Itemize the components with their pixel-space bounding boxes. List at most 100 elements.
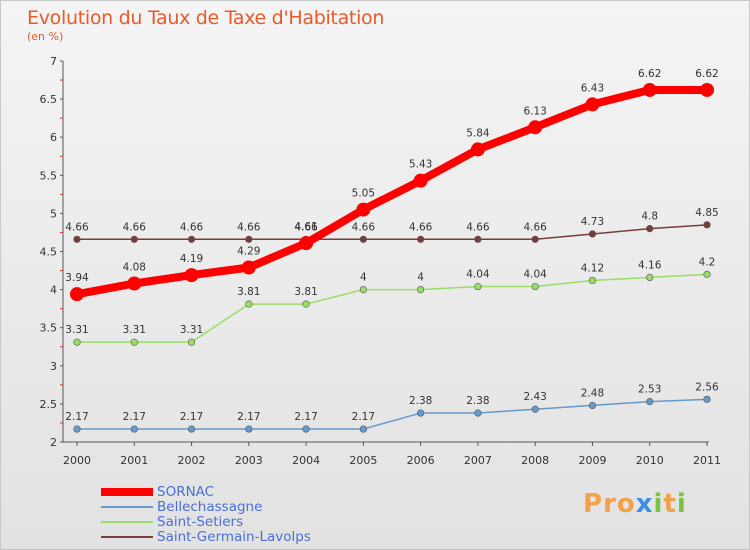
data-point-sornac (184, 268, 199, 283)
data-label-bellechassagne: 2.48 (581, 387, 604, 399)
data-label-saint-germain-lavolps: 4.8 (641, 211, 658, 223)
y-tick-label: 6 (50, 131, 57, 144)
data-point-saint-setiers (245, 300, 253, 308)
data-label-saint-setiers: 4.2 (699, 256, 716, 268)
legend-label: Saint-Setiers (157, 514, 244, 530)
x-tick-label: 2010 (636, 454, 664, 467)
data-point-bellechassagne (73, 425, 81, 433)
data-point-bellechassagne (130, 425, 138, 433)
legend-label: Bellechassagne (157, 499, 263, 515)
data-label-saint-setiers: 3.31 (180, 324, 203, 336)
y-tick-label: 5 (50, 207, 57, 220)
y-tick-label: 3.5 (40, 322, 58, 335)
data-label-saint-germain-lavolps: 4.66 (237, 221, 261, 233)
data-point-sornac (700, 82, 714, 97)
x-tick-label: 2000 (63, 454, 91, 467)
data-label-saint-setiers: 3.81 (237, 286, 260, 298)
y-tick-label: 4.5 (40, 246, 58, 259)
data-label-saint-setiers: 3.31 (123, 324, 146, 336)
y-tick-label: 4 (50, 284, 57, 297)
y-tick-label: 7 (50, 55, 57, 68)
data-label-saint-germain-lavolps: 4.66 (65, 221, 89, 233)
x-tick-label: 2008 (521, 454, 549, 467)
data-label-sornac: 4.29 (237, 246, 260, 258)
data-label-saint-germain-lavolps: 4.66 (294, 221, 318, 233)
data-point-saint-germain-lavolps (531, 235, 539, 243)
series-line-bellechassagne (76, 398, 708, 430)
data-label-saint-setiers: 4.16 (638, 259, 662, 271)
data-label-saint-germain-lavolps: 4.66 (180, 221, 204, 233)
data-label-bellechassagne: 2.17 (123, 411, 146, 423)
data-label-bellechassagne: 2.53 (638, 384, 661, 396)
data-point-sornac (470, 142, 485, 157)
data-point-sornac (241, 260, 256, 275)
data-point-saint-setiers (646, 273, 654, 282)
legend-swatch (101, 536, 153, 538)
y-tick-label: 5.5 (40, 169, 58, 182)
data-label-saint-germain-lavolps: 4.66 (523, 221, 547, 233)
proxiti-logo: Proxiti (583, 489, 687, 519)
data-label-sornac: 6.13 (523, 105, 546, 117)
data-point-saint-setiers (73, 338, 81, 346)
data-point-bellechassagne (646, 398, 654, 406)
data-label-bellechassagne: 2.17 (237, 411, 260, 423)
data-label-saint-germain-lavolps: 4.85 (695, 207, 718, 219)
x-tick-label: 2006 (407, 454, 435, 467)
data-label-saint-germain-lavolps: 4.66 (466, 221, 490, 233)
legend-label: SORNAC (157, 484, 215, 500)
x-tick-label: 2011 (693, 454, 721, 467)
data-point-saint-germain-lavolps (417, 235, 425, 243)
y-tick-label: 2.5 (40, 398, 58, 411)
data-label-sornac: 4.19 (180, 253, 203, 265)
data-label-saint-germain-lavolps: 4.66 (123, 221, 147, 233)
data-label-sornac: 6.62 (695, 68, 718, 80)
data-point-saint-setiers (474, 282, 482, 291)
data-point-saint-setiers (531, 282, 539, 291)
data-label-sornac: 6.62 (638, 68, 661, 80)
data-point-saint-setiers (417, 286, 425, 294)
data-label-saint-germain-lavolps: 4.66 (352, 221, 376, 233)
data-point-sornac (356, 202, 371, 217)
data-point-saint-germain-lavolps (73, 235, 81, 243)
data-point-saint-setiers (588, 276, 597, 285)
data-label-bellechassagne: 2.38 (409, 395, 432, 407)
data-point-sornac (413, 173, 428, 188)
data-point-sornac (528, 120, 543, 135)
data-label-sornac: 5.43 (409, 159, 432, 171)
data-label-bellechassagne: 2.17 (180, 411, 203, 423)
data-point-saint-germain-lavolps (474, 235, 482, 243)
x-tick-label: 2005 (349, 454, 377, 467)
chart-title: Evolution du Taux de Taxe d'Habitation (27, 7, 385, 29)
x-tick-label: 2001 (120, 454, 148, 467)
data-point-sornac (70, 287, 84, 302)
data-label-layer: 4.66 4.66 4.66 4.66 4.66 4.66 4.66 4.66 4.66 4.73… (65, 68, 719, 423)
data-point-saint-setiers (187, 338, 196, 346)
data-point-saint-germain-lavolps (703, 221, 711, 229)
y-tick-label: 3 (50, 360, 57, 373)
data-label-saint-setiers: 4 (360, 272, 367, 284)
data-point-saint-germain-lavolps (359, 235, 367, 243)
data-point-saint-setiers (130, 338, 138, 346)
data-point-sornac (299, 236, 314, 251)
data-label-saint-setiers: 3.31 (65, 324, 88, 336)
data-point-sornac (642, 82, 657, 97)
legend-swatch (101, 521, 153, 523)
data-label-sornac: 4.08 (123, 262, 146, 274)
data-label-bellechassagne: 2.17 (294, 411, 317, 423)
y-tick-label: 2 (50, 436, 57, 449)
data-label-bellechassagne: 2.43 (523, 391, 546, 403)
data-label-sornac: 3.94 (65, 272, 89, 284)
data-point-saint-germain-lavolps (187, 235, 196, 243)
data-label-saint-setiers: 4.04 (523, 269, 547, 281)
data-point-saint-setiers (359, 286, 367, 294)
x-tick-label: 2002 (178, 454, 206, 467)
data-point-bellechassagne (302, 425, 310, 433)
series-line-sornac (73, 85, 711, 299)
x-tick-label: 2004 (292, 454, 320, 467)
data-point-bellechassagne (703, 395, 711, 403)
chart-subtitle: (en %) (27, 30, 64, 43)
data-point-bellechassagne (359, 425, 367, 433)
data-point-bellechassagne (245, 425, 253, 433)
data-point-bellechassagne (417, 409, 425, 417)
